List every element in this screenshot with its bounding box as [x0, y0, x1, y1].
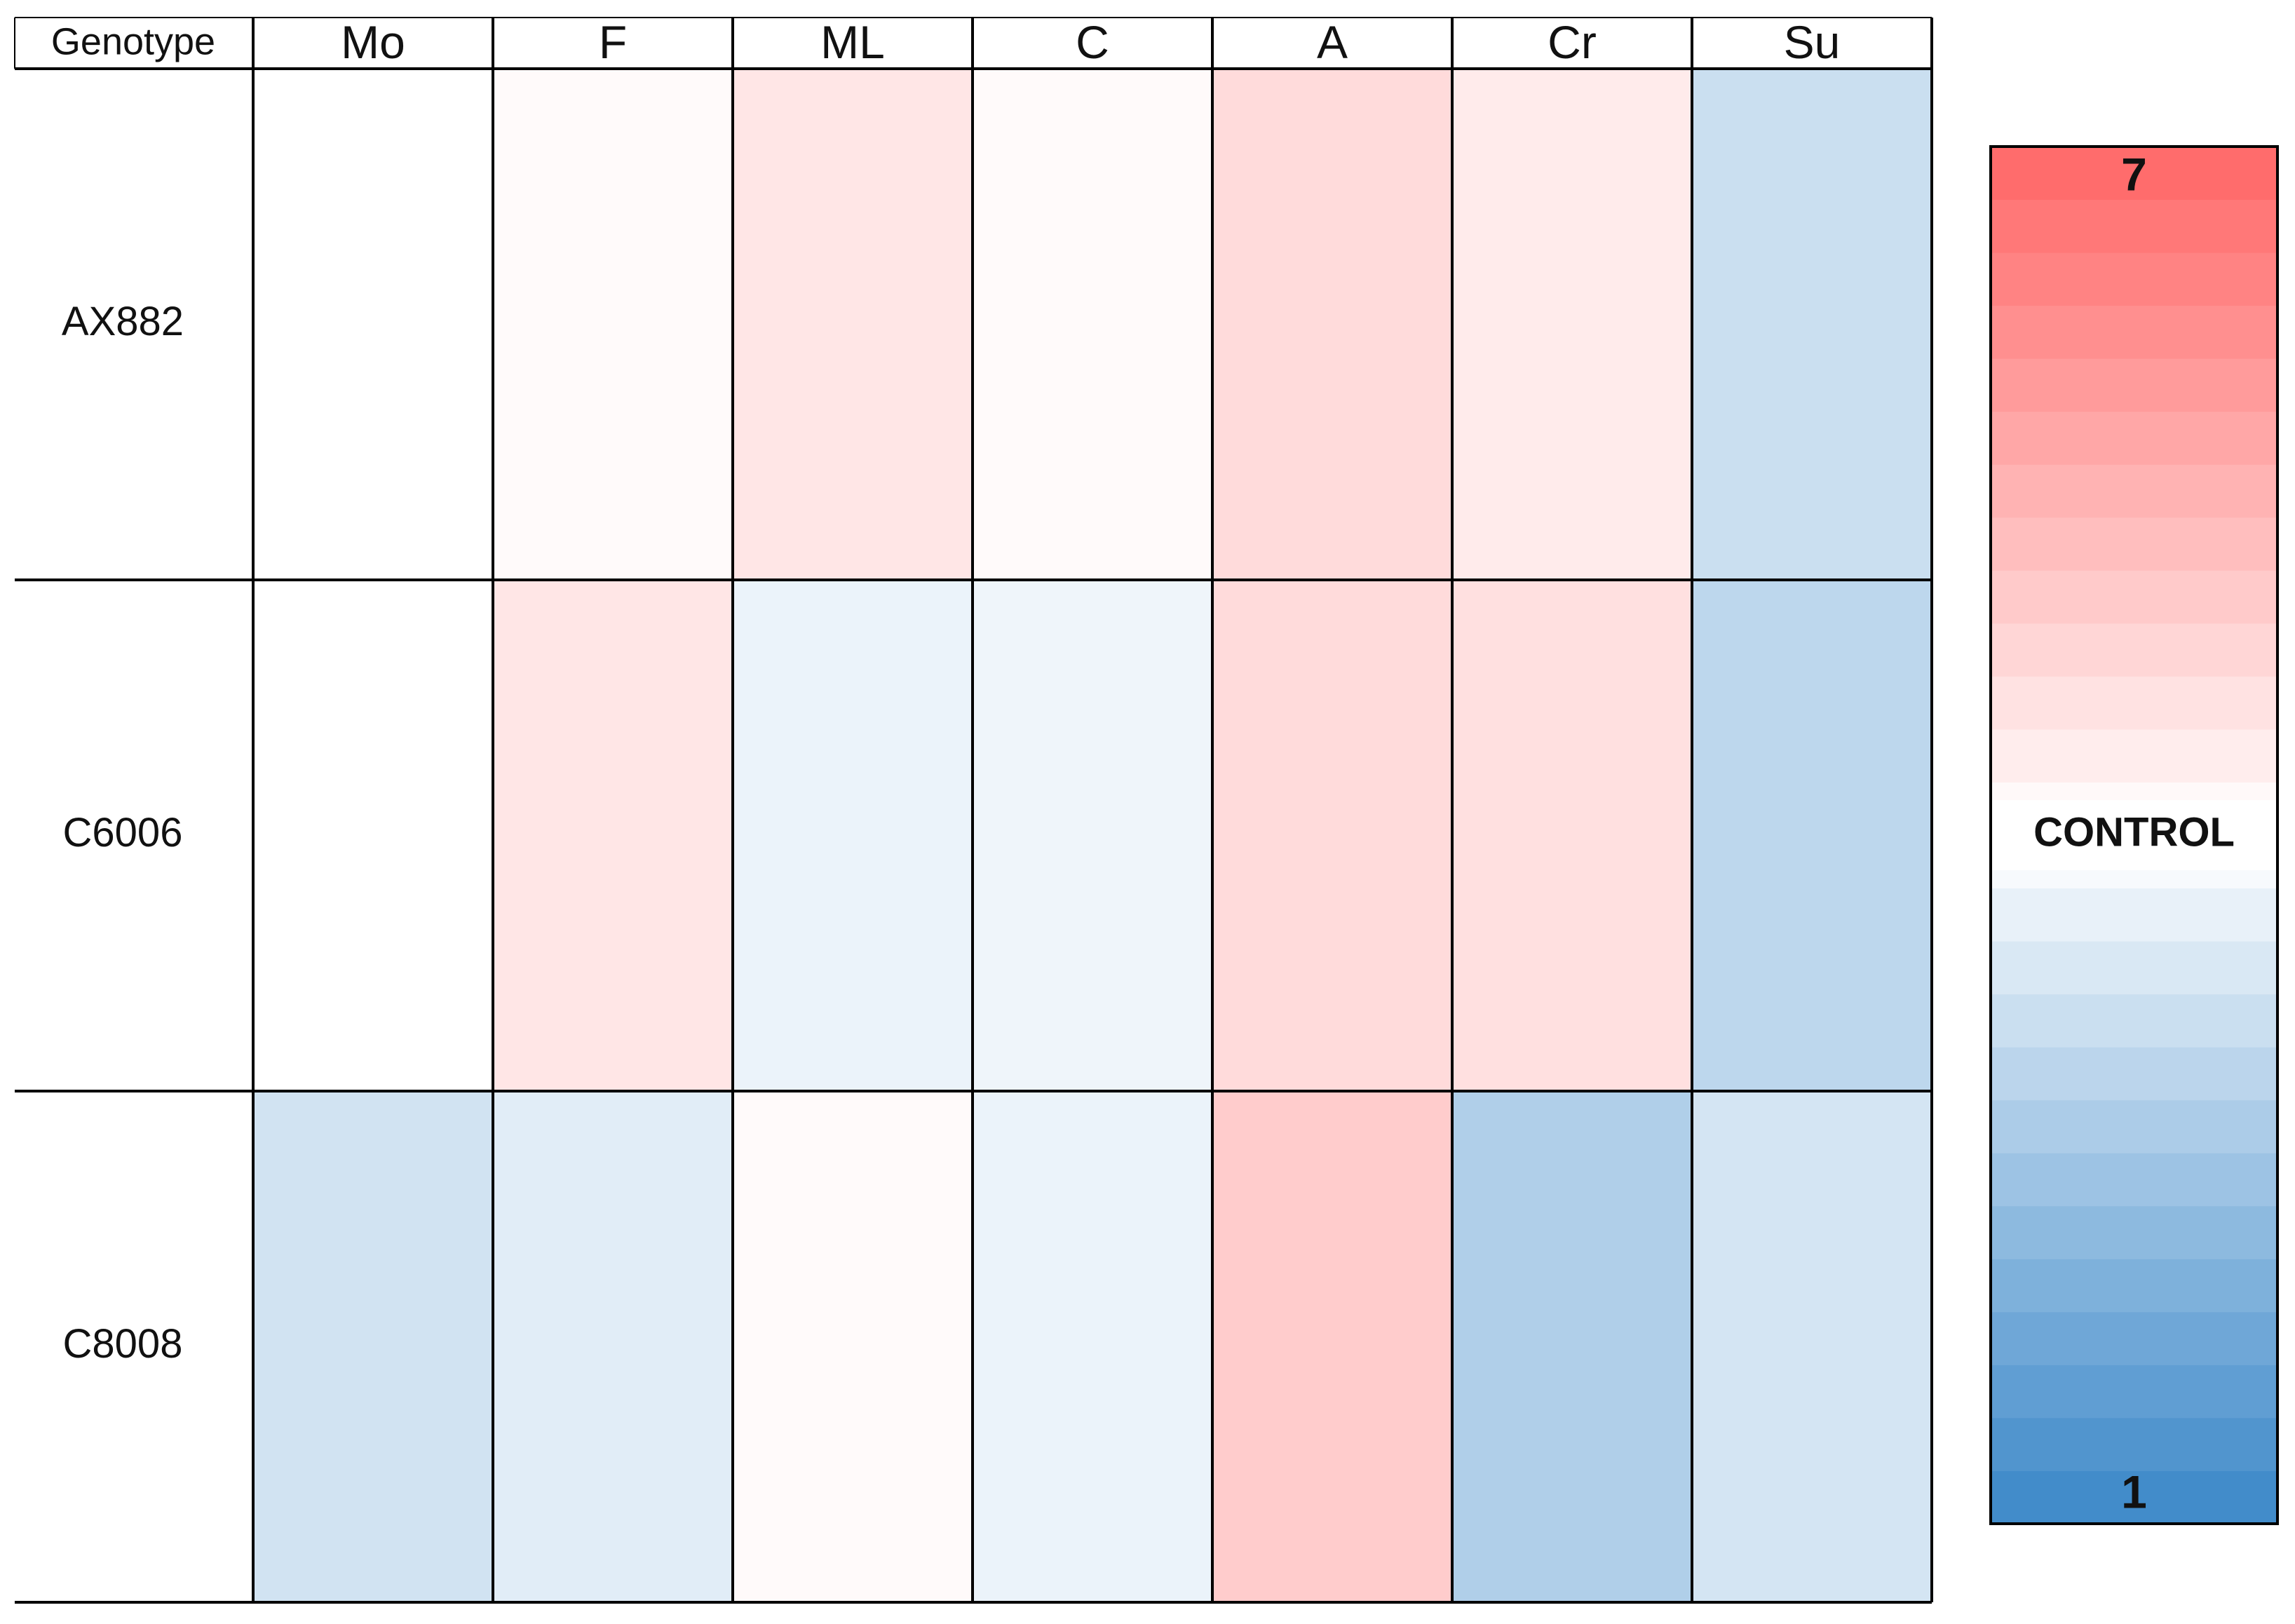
colorbar-band	[1991, 888, 2277, 942]
colorbar-band	[1991, 147, 2277, 201]
colorbar-band	[1991, 1311, 2277, 1365]
heatmap-cell	[493, 1091, 733, 1602]
row-label: C8008	[63, 1321, 183, 1367]
column-label: F	[599, 16, 627, 68]
heatmap-cell	[1452, 1091, 1692, 1602]
colorbar-band	[1991, 729, 2277, 783]
heatmap-cell	[733, 69, 973, 580]
heatmap-cell	[253, 69, 493, 580]
heatmap-cell	[1452, 69, 1692, 580]
colorbar-band	[1991, 623, 2277, 677]
column-label: Su	[1784, 16, 1841, 68]
colorbar-band	[1991, 358, 2277, 412]
colorbar-band	[1991, 1205, 2277, 1259]
colorbar-band	[1991, 1153, 2277, 1207]
corner-label: Genotype	[51, 20, 215, 62]
colorbar-band	[1991, 570, 2277, 624]
heatmap-cell	[973, 69, 1212, 580]
colorbar-band	[1991, 1470, 2277, 1524]
colorbar-band	[1991, 1417, 2277, 1471]
heatmap-cell	[733, 580, 973, 1091]
colorbar-band	[1991, 252, 2277, 306]
colorbar-band	[1991, 676, 2277, 730]
heatmap-cell	[973, 1091, 1212, 1602]
heatmap-cell	[1692, 1091, 1932, 1602]
colorbar-frame	[1989, 145, 2279, 1525]
column-label: ML	[820, 16, 885, 68]
colorbar-band	[1991, 1365, 2277, 1419]
colorbar-band	[1991, 1047, 2277, 1101]
row-label: AX882	[62, 299, 184, 344]
row-label: C6006	[63, 810, 183, 855]
colorbar-band	[1991, 994, 2277, 1048]
heatmap-cell	[493, 69, 733, 580]
colorbar-band	[1991, 941, 2277, 995]
colorbar-control-band	[1991, 800, 2277, 870]
heatmap-cell	[1212, 580, 1452, 1091]
column-label: Mo	[341, 16, 405, 68]
heatmap-cell	[1452, 580, 1692, 1091]
column-label: Cr	[1548, 16, 1597, 68]
column-label: C	[1076, 16, 1109, 68]
heatmap-cell	[973, 580, 1212, 1091]
colorbar-tick-label: 1	[2121, 1466, 2147, 1517]
heatmap-cell	[1212, 69, 1452, 580]
colorbar-tick-label: CONTROL	[2033, 809, 2235, 855]
colorbar-band	[1991, 305, 2277, 359]
colorbar-band	[1991, 411, 2277, 465]
colorbar-band	[1991, 1259, 2277, 1313]
heatmap-cell	[493, 580, 733, 1091]
heatmap-cell	[733, 1091, 973, 1602]
colorbar-band	[1991, 199, 2277, 253]
heatmap-cell	[253, 580, 493, 1091]
colorbar-band	[1991, 1099, 2277, 1153]
colorbar-tick-label: 7	[2121, 148, 2147, 200]
colorbar-band	[1991, 464, 2277, 518]
column-label: A	[1317, 16, 1348, 68]
colorbar-band	[1991, 517, 2277, 571]
heatmap-cell	[253, 1091, 493, 1602]
heatmap-cell	[1212, 1091, 1452, 1602]
heatmap-cell	[1692, 580, 1932, 1091]
heatmap-cell	[1692, 69, 1932, 580]
